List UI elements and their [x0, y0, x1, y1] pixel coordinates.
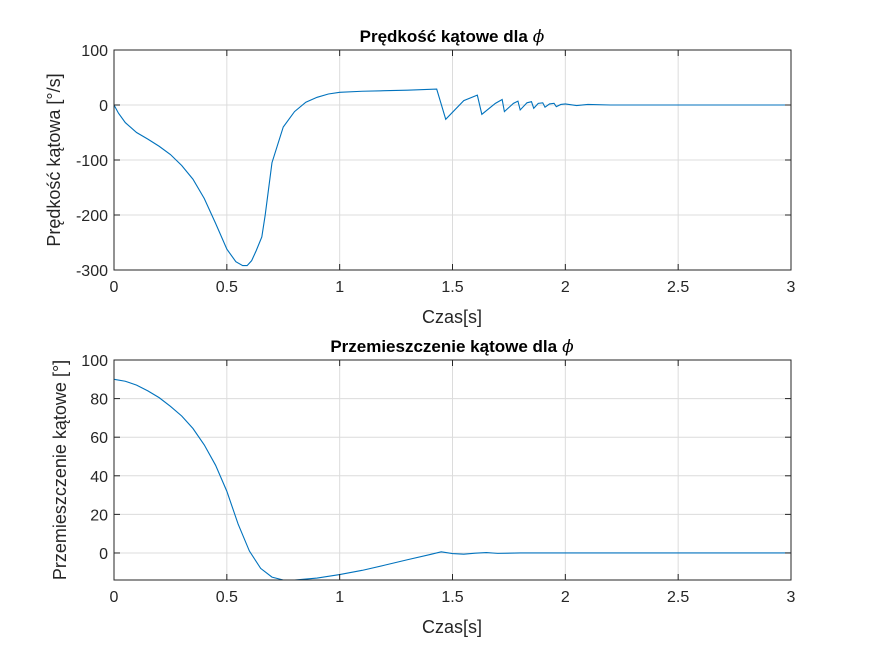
- velocity-y-tick-label: -100: [76, 153, 108, 170]
- displacement-x-tick-label: 3: [787, 589, 796, 606]
- displacement-y-tick-label: 20: [90, 507, 108, 524]
- velocity-y-tick-label: -200: [76, 208, 108, 225]
- velocity-y-axis-label: Prędkość kątowa [°/s]: [44, 73, 64, 246]
- displacement-x-tick-label: 1.5: [441, 589, 463, 606]
- velocity-series-line: [113, 88, 791, 267]
- velocity-x-tick-label: 2.5: [667, 279, 689, 296]
- displacement-ticks: 0 0.5 1 1.5 2 2.5 3 0 20 40 60 80 100: [81, 353, 795, 606]
- velocity-chart-title: Prędkość kątowe dla ϕ: [360, 27, 545, 47]
- velocity-x-tick-label: 1.5: [441, 279, 463, 296]
- displacement-y-tick-label: 80: [90, 392, 108, 409]
- velocity-x-tick-label: 0.5: [216, 279, 238, 296]
- displacement-x-tick-label: 1: [335, 589, 344, 606]
- velocity-x-axis-label: Czas[s]: [422, 307, 482, 327]
- displacement-y-tick-label: 60: [90, 430, 108, 447]
- displacement-grid: [114, 360, 791, 580]
- displacement-x-tick-label: 0: [110, 589, 119, 606]
- velocity-x-tick-label: 2: [561, 279, 570, 296]
- velocity-x-tick-label: 0: [110, 279, 119, 296]
- displacement-y-tick-label: 40: [90, 469, 108, 486]
- displacement-x-tick-label: 0.5: [216, 589, 238, 606]
- displacement-chart-title: Przemieszczenie kątowe dla ϕ: [330, 337, 574, 357]
- displacement-subplot: 0 0.5 1 1.5 2 2.5 3 0 20 40 60 80 100 Przemieszczeni…: [50, 337, 796, 637]
- velocity-x-tick-label: 1: [335, 279, 344, 296]
- velocity-y-tick-label: 0: [99, 98, 108, 115]
- velocity-ticks: 0 0.5 1 1.5 2 2.5 3 -300 -200 -100 0 100: [76, 43, 796, 296]
- velocity-subplot: 0 0.5 1 1.5 2 2.5 3 -300 -200 -100 0 100 Prędkość k…: [44, 27, 796, 327]
- displacement-y-tick-label: 0: [99, 546, 108, 563]
- velocity-y-tick-label: 100: [81, 43, 108, 60]
- displacement-y-axis-label: Przemieszczenie kątowe [°]: [50, 360, 70, 580]
- velocity-x-tick-label: 3: [787, 279, 796, 296]
- displacement-x-tick-label: 2.5: [667, 589, 689, 606]
- displacement-x-tick-label: 2: [561, 589, 570, 606]
- displacement-y-tick-label: 100: [81, 353, 108, 370]
- displacement-x-axis-label: Czas[s]: [422, 617, 482, 637]
- velocity-y-tick-label: -300: [76, 263, 108, 280]
